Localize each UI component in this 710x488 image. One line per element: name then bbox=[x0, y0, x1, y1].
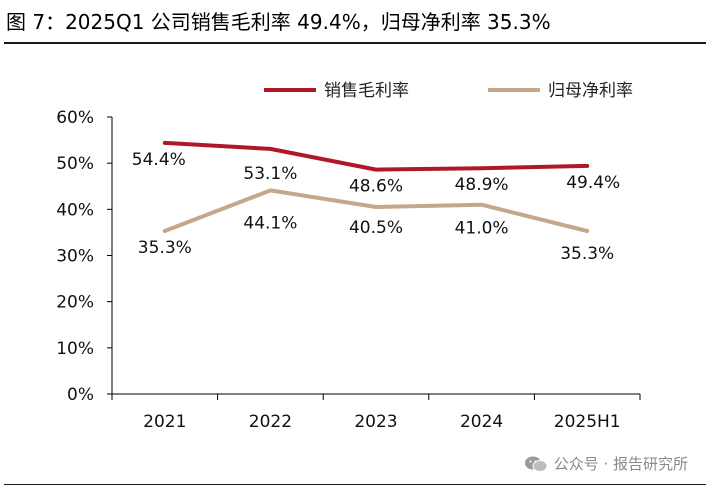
gross-margin-data-label: 48.9% bbox=[455, 175, 509, 195]
x-tick-label: 2023 bbox=[354, 412, 397, 432]
y-tick-label: 10% bbox=[56, 339, 94, 359]
data-labels: 54.4% 53.1% 48.6% 48.9% 49.4% 35.3% 44.1% 40.5%… bbox=[132, 150, 620, 264]
watermark-text: 公众号 · 报告研究所 bbox=[553, 455, 688, 473]
x-tick-label: 2021 bbox=[143, 412, 186, 432]
gross-margin-data-label: 53.1% bbox=[243, 164, 297, 184]
gross-margin-data-label: 49.4% bbox=[566, 173, 620, 193]
bottom-divider bbox=[4, 484, 706, 485]
caption-divider bbox=[4, 42, 706, 44]
net-margin-data-label: 40.5% bbox=[349, 218, 403, 238]
gross-margin-data-label: 48.6% bbox=[349, 177, 403, 197]
gross-margin-point bbox=[585, 164, 589, 168]
gross-margin-data-label: 54.4% bbox=[132, 150, 186, 170]
caption-text: 图 7：2025Q1 公司销售毛利率 49.4%，归母净利率 35.3% bbox=[6, 10, 551, 34]
net-margin-point bbox=[268, 188, 272, 192]
legend: 销售毛利率 归母净利率 bbox=[264, 81, 633, 101]
figure-caption: 图 7：2025Q1 公司销售毛利率 49.4%，归母净利率 35.3% bbox=[0, 0, 710, 44]
series-layer bbox=[162, 140, 590, 233]
watermark: 公众号 · 报告研究所 bbox=[524, 453, 688, 474]
y-tick-label: 40% bbox=[56, 200, 94, 220]
net-margin-point bbox=[585, 229, 589, 233]
gross-margin-point bbox=[163, 141, 167, 145]
net-margin-data-label: 35.3% bbox=[138, 238, 192, 258]
net-margin-data-label: 44.1% bbox=[243, 213, 297, 233]
wechat-icon bbox=[524, 456, 548, 472]
legend-label-net-margin: 归母净利率 bbox=[548, 81, 633, 101]
x-tick-label: 2022 bbox=[249, 412, 292, 432]
y-tick-label: 0% bbox=[67, 385, 94, 405]
x-tick-label: 2025H1 bbox=[554, 412, 621, 432]
gross-margin-point bbox=[374, 168, 378, 172]
net-margin-data-label: 41.0% bbox=[455, 219, 509, 239]
y-tick-label: 60% bbox=[56, 108, 94, 128]
gross-margin-point bbox=[268, 147, 272, 151]
axes: 0% 10% 20% 30% 40% 50% 60% 2021 2022 2023 2024 2025… bbox=[56, 108, 641, 432]
x-tick-label: 2024 bbox=[460, 412, 503, 432]
net-margin-point bbox=[480, 203, 484, 207]
legend-label-gross-margin: 销售毛利率 bbox=[324, 81, 409, 101]
y-tick-label: 50% bbox=[56, 154, 94, 174]
y-tick-label: 30% bbox=[56, 247, 94, 267]
gross-margin-point bbox=[480, 166, 484, 170]
net-margin-point bbox=[163, 229, 167, 233]
gross-margin-line bbox=[162, 140, 590, 172]
net-margin-data-label: 35.3% bbox=[560, 244, 614, 264]
y-tick-label: 20% bbox=[56, 293, 94, 313]
net-margin-point bbox=[374, 205, 378, 209]
